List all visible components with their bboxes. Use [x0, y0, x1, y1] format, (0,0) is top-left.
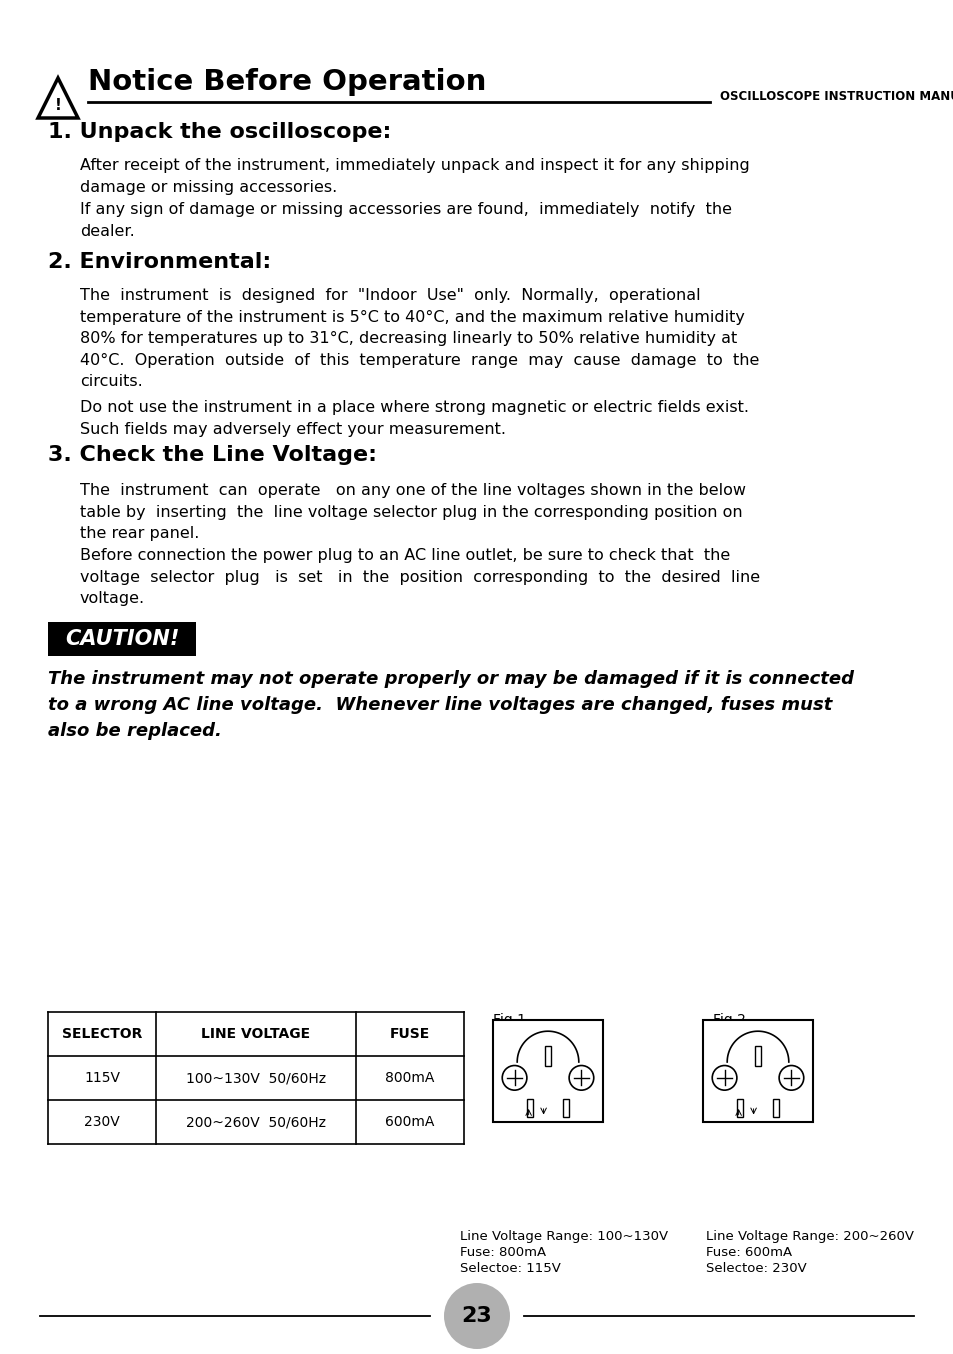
Bar: [562, 1099, 568, 1117]
Text: If any sign of damage or missing accessories are found,  immediately  notify  th: If any sign of damage or missing accesso…: [80, 202, 731, 238]
Text: 23: 23: [461, 1307, 492, 1326]
Text: 600mA: 600mA: [385, 1114, 435, 1129]
Text: Do not use the instrument in a place where strong magnetic or electric fields ex: Do not use the instrument in a place whe…: [80, 399, 748, 436]
Text: Fig 1.: Fig 1.: [493, 1013, 530, 1026]
Text: The instrument may not operate properly or may be damaged if it is connected: The instrument may not operate properly …: [48, 670, 853, 688]
Text: OSCILLOSCOPE INSTRUCTION MANUAL: OSCILLOSCOPE INSTRUCTION MANUAL: [720, 89, 953, 103]
Text: Before connection the power plug to an AC line outlet, be sure to check that  th: Before connection the power plug to an A…: [80, 548, 760, 607]
Circle shape: [443, 1284, 510, 1349]
Text: After receipt of the instrument, immediately unpack and inspect it for any shipp: After receipt of the instrument, immedia…: [80, 158, 749, 195]
Text: Notice Before Operation: Notice Before Operation: [88, 68, 486, 96]
Text: Line Voltage Range: 100~130V: Line Voltage Range: 100~130V: [459, 1229, 667, 1243]
Bar: [702, 1020, 812, 1122]
Polygon shape: [517, 1032, 578, 1062]
Text: 1. Unpack the oscilloscope:: 1. Unpack the oscilloscope:: [48, 122, 391, 142]
Bar: [544, 1047, 551, 1066]
Text: 2. Environmental:: 2. Environmental:: [48, 252, 271, 272]
Text: Selectoe: 230V: Selectoe: 230V: [705, 1262, 806, 1275]
Text: 800mA: 800mA: [385, 1071, 435, 1085]
Bar: [493, 1020, 602, 1122]
Text: 230V: 230V: [84, 1114, 120, 1129]
Bar: [772, 1099, 778, 1117]
Text: Selectoe: 115V: Selectoe: 115V: [459, 1262, 560, 1275]
Bar: [737, 1099, 742, 1117]
Text: FUSE: FUSE: [390, 1026, 430, 1041]
Bar: [754, 1047, 760, 1066]
Text: !: !: [54, 99, 61, 114]
Text: 100~130V  50/60Hz: 100~130V 50/60Hz: [186, 1071, 326, 1085]
Circle shape: [569, 1066, 593, 1090]
Text: SELECTOR: SELECTOR: [62, 1026, 142, 1041]
Text: also be replaced.: also be replaced.: [48, 722, 222, 741]
Text: LINE VOLTAGE: LINE VOLTAGE: [201, 1026, 311, 1041]
Text: 3. Check the Line Voltage:: 3. Check the Line Voltage:: [48, 445, 376, 464]
Text: The  instrument  can  operate   on any one of the line voltages shown in the bel: The instrument can operate on any one of…: [80, 483, 745, 542]
Text: Fuse: 800mA: Fuse: 800mA: [459, 1246, 545, 1259]
Polygon shape: [726, 1032, 788, 1062]
Circle shape: [712, 1066, 736, 1090]
Circle shape: [779, 1066, 803, 1090]
Text: 115V: 115V: [84, 1071, 120, 1085]
Text: CAUTION!: CAUTION!: [65, 630, 179, 649]
Text: Fuse: 600mA: Fuse: 600mA: [705, 1246, 791, 1259]
Bar: [527, 1099, 533, 1117]
Circle shape: [501, 1066, 526, 1090]
Text: Fig 2.: Fig 2.: [712, 1013, 749, 1026]
Text: to a wrong AC line voltage.  Whenever line voltages are changed, fuses must: to a wrong AC line voltage. Whenever lin…: [48, 696, 832, 714]
Text: Line Voltage Range: 200~260V: Line Voltage Range: 200~260V: [705, 1229, 913, 1243]
Text: The  instrument  is  designed  for  "Indoor  Use"  only.  Normally,  operational: The instrument is designed for "Indoor U…: [80, 288, 759, 390]
Bar: [48, 621, 195, 655]
Text: 200~260V  50/60Hz: 200~260V 50/60Hz: [186, 1114, 326, 1129]
